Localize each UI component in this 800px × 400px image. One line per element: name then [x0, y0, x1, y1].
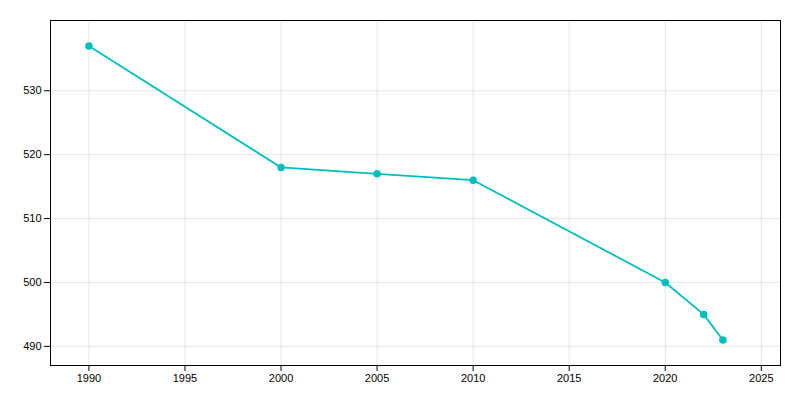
svg-text:1995: 1995 [173, 372, 197, 384]
svg-text:2015: 2015 [557, 372, 581, 384]
svg-text:2025: 2025 [749, 372, 773, 384]
svg-text:2010: 2010 [461, 372, 485, 384]
svg-text:2020: 2020 [653, 372, 677, 384]
svg-text:2005: 2005 [365, 372, 389, 384]
svg-text:1990: 1990 [77, 372, 101, 384]
svg-text:510: 510 [23, 212, 41, 224]
svg-text:500: 500 [23, 276, 41, 288]
svg-text:530: 530 [23, 84, 41, 96]
svg-text:490: 490 [23, 340, 41, 352]
svg-text:520: 520 [23, 148, 41, 160]
svg-text:2000: 2000 [269, 372, 293, 384]
